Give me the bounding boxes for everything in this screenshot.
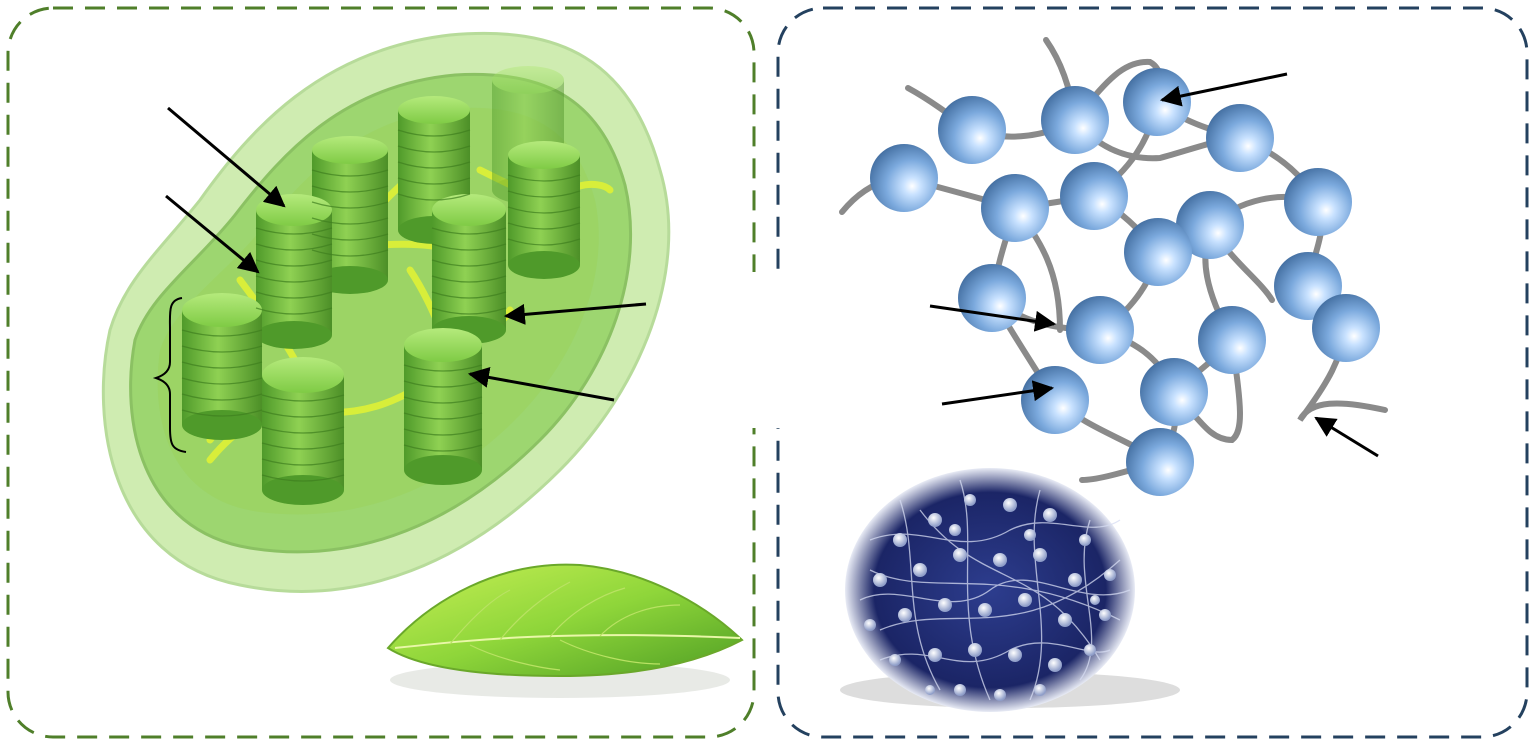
nanoparticle-panel-border <box>776 6 1529 739</box>
nanoparticle <box>1041 86 1109 154</box>
arrow <box>929 304 1057 332</box>
granum-brace <box>152 297 187 453</box>
arrow <box>941 380 1055 406</box>
nanoparticle <box>870 144 938 212</box>
nanoparticle <box>938 96 1006 164</box>
granum <box>256 194 332 349</box>
nanoparticle <box>1198 306 1266 374</box>
granum <box>404 328 482 485</box>
nanoparticle <box>1124 218 1192 286</box>
leaf-blade <box>386 563 744 678</box>
chloroplast <box>101 31 671 593</box>
granum <box>182 293 262 440</box>
nanoparticle-spheres <box>870 68 1380 496</box>
arrow <box>467 367 615 402</box>
border-gap <box>748 272 784 428</box>
arrow <box>1159 72 1288 107</box>
nanoparticle <box>1066 296 1134 364</box>
nanoparticle <box>1284 168 1352 236</box>
grana-stacks <box>181 66 581 505</box>
granum <box>262 357 344 505</box>
arrow <box>167 106 286 208</box>
sem-micrograph <box>840 468 1180 712</box>
nanoparticle <box>1123 68 1191 136</box>
arrow <box>165 194 260 274</box>
granum <box>432 194 506 344</box>
nanoparticle <box>958 264 1026 332</box>
nanoparticle <box>1060 162 1128 230</box>
nanoparticle <box>1140 358 1208 426</box>
arrow <box>1314 416 1379 458</box>
nanoparticle <box>1126 428 1194 496</box>
arrow <box>503 302 647 325</box>
nanoparticle <box>1206 104 1274 172</box>
chloroplast-arrows <box>165 106 647 402</box>
nanoparticle-arrows <box>929 72 1379 458</box>
leaf <box>386 563 744 698</box>
nanoparticle <box>1312 294 1380 362</box>
sem-particles <box>864 494 1116 701</box>
nanoparticle <box>981 174 1049 242</box>
nanoparticle <box>1176 191 1244 259</box>
nanoparticle <box>1021 366 1089 434</box>
chloroplast-panel-border <box>6 6 756 739</box>
